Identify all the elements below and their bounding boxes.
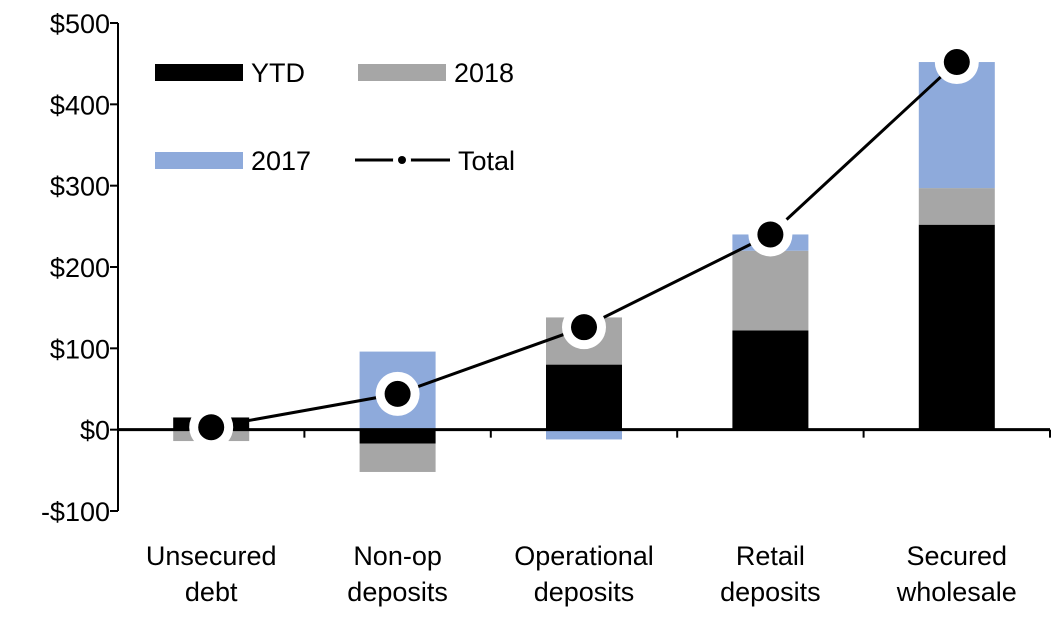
x-tick-label: deposits <box>347 577 448 607</box>
y-tick-label: $400 <box>50 90 110 120</box>
bar-ytd-3 <box>732 330 809 430</box>
x-tick-label: Secured <box>907 541 1008 571</box>
x-tick-label: Unsecured <box>146 541 277 571</box>
legend-swatch-ytd <box>155 64 243 81</box>
bar-2018-4 <box>918 188 995 225</box>
bar-2018-1 <box>359 443 436 472</box>
x-tick-label: deposits <box>720 577 821 607</box>
legend-swatch-2018 <box>358 64 446 81</box>
y-tick-label: $100 <box>50 334 110 364</box>
total-marker <box>571 314 597 341</box>
legend-label: 2018 <box>454 58 514 88</box>
total-marker <box>943 49 970 76</box>
x-tick-label: debt <box>185 577 238 607</box>
bar-ytd-1 <box>359 429 436 444</box>
legend-swatch-2017 <box>155 152 243 169</box>
legend-label: Total <box>458 146 515 176</box>
bar-2018-3 <box>732 250 809 331</box>
y-tick-label: $0 <box>80 416 110 446</box>
legend-label: 2017 <box>251 146 311 176</box>
legend-marker-total <box>398 156 406 164</box>
total-marker <box>198 414 225 441</box>
y-tick-label: -$100 <box>41 497 110 527</box>
x-tick-label: Non-op <box>353 541 442 571</box>
bar-ytd-2 <box>546 364 622 430</box>
total-marker <box>384 380 411 407</box>
x-tick-label: wholesale <box>896 577 1017 607</box>
y-tick-label: $200 <box>50 253 110 283</box>
y-tick-label: $500 <box>50 9 110 39</box>
bar-2017-2 <box>546 429 622 440</box>
bar-ytd-4 <box>918 224 995 430</box>
y-tick-label: $300 <box>50 172 110 202</box>
x-tick-label: Operational <box>514 541 654 571</box>
total-marker <box>757 221 784 248</box>
x-tick-label: Retail <box>736 541 805 571</box>
x-tick-label: deposits <box>534 577 635 607</box>
legend-label: YTD <box>251 58 305 88</box>
